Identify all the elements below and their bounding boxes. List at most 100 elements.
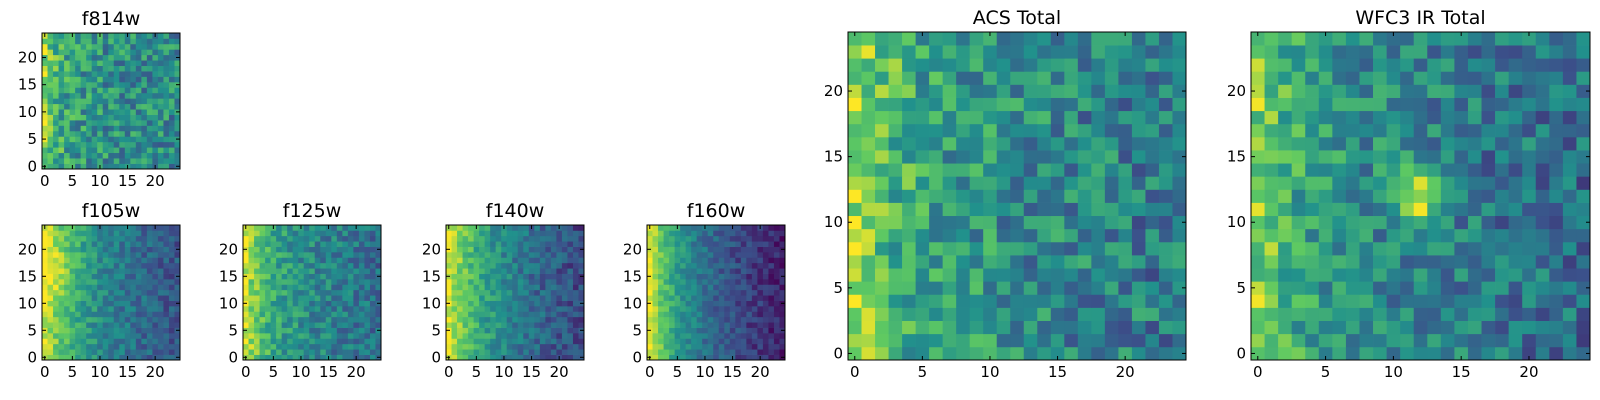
- heatmap-cell: [691, 316, 698, 323]
- heatmap-cell: [479, 268, 485, 274]
- heatmap-cell: [652, 235, 659, 242]
- heatmap-cell: [680, 295, 686, 301]
- heatmap-cell: [64, 141, 70, 148]
- heatmap-cell: [1305, 294, 1320, 308]
- heatmap-cell: [561, 273, 568, 280]
- heatmap-cell: [1158, 202, 1173, 217]
- heatmap-cell: [265, 333, 271, 339]
- heatmap-cell: [915, 215, 930, 230]
- heatmap-cell: [902, 189, 916, 203]
- heatmap-cell: [130, 289, 137, 296]
- heatmap-cell: [956, 346, 971, 361]
- heatmap-cell: [1118, 320, 1133, 335]
- heatmap-cell: [69, 141, 76, 148]
- heatmap-cell: [861, 307, 876, 321]
- heatmap-cell: [713, 284, 720, 291]
- heatmap-cell: [281, 295, 288, 301]
- heatmap-cell: [468, 327, 474, 334]
- heatmap-cell: [130, 235, 137, 242]
- heatmap-cell: [130, 114, 137, 121]
- heatmap-cell: [119, 343, 126, 350]
- heatmap-cell: [942, 45, 957, 59]
- heatmap-cell: [86, 262, 93, 269]
- heatmap-cell: [80, 130, 87, 137]
- heatmap-cell: [64, 295, 70, 301]
- heatmap-cell: [174, 141, 181, 148]
- heatmap-cell: [1413, 202, 1428, 217]
- heatmap-cell: [336, 268, 343, 274]
- heatmap-cell: [1400, 215, 1415, 230]
- heatmap-cell: [102, 33, 109, 39]
- heatmap-cell: [47, 225, 54, 231]
- heatmap-cell: [124, 349, 131, 355]
- heatmap-cell: [124, 103, 131, 110]
- heatmap-cell: [691, 252, 698, 258]
- heatmap-cell: [152, 141, 159, 148]
- heatmap-cell: [1562, 294, 1577, 308]
- heatmap-cell: [303, 257, 310, 264]
- heatmap-cell: [336, 252, 343, 258]
- heatmap-cell: [691, 311, 698, 318]
- heatmap-cell: [102, 103, 109, 110]
- heatmap-cell: [685, 306, 692, 312]
- heatmap-cell: [369, 300, 376, 307]
- heatmap-cell: [702, 338, 709, 345]
- heatmap-cell: [1131, 163, 1146, 177]
- heatmap-cell: [259, 354, 266, 361]
- heatmap-cell: [119, 81, 126, 88]
- heatmap-cell: [969, 346, 984, 361]
- heatmap-cell: [91, 333, 98, 339]
- heatmap-cell: [64, 43, 70, 50]
- heatmap-cell: [773, 316, 780, 323]
- heatmap-cell: [336, 273, 343, 280]
- heatmap-cell: [1467, 32, 1482, 46]
- heatmap-cell: [168, 268, 175, 274]
- heatmap-cell: [1010, 268, 1025, 282]
- heatmap-cell: [146, 76, 153, 83]
- heatmap-cell: [674, 306, 681, 312]
- heatmap-cell: [97, 338, 104, 345]
- heatmap-cell: [1064, 58, 1079, 72]
- heatmap-cell: [663, 284, 670, 291]
- heatmap-cell: [718, 349, 725, 355]
- heatmap-cell: [130, 163, 137, 170]
- heatmap-cell: [102, 158, 109, 164]
- heatmap-cell: [1454, 32, 1469, 46]
- heatmap-cell: [652, 316, 659, 323]
- heatmap-cell: [157, 54, 164, 61]
- heatmap-cell: [69, 152, 76, 159]
- heatmap-cell: [1454, 294, 1469, 308]
- heatmap-cell: [545, 338, 552, 345]
- heatmap-cell: [174, 333, 181, 339]
- heatmap-cell: [163, 54, 170, 61]
- heatmap-cell: [135, 327, 142, 334]
- heatmap-cell: [91, 163, 98, 170]
- heatmap-cell: [320, 284, 327, 291]
- heatmap-cell: [1291, 45, 1306, 59]
- heatmap-cell: [314, 246, 321, 253]
- heatmap-cell: [1359, 189, 1374, 203]
- heatmap-cell: [47, 252, 54, 258]
- heatmap-cell: [768, 349, 775, 355]
- heatmap-cell: [1104, 110, 1119, 125]
- axes-frame: [41, 32, 181, 170]
- heatmap-cell: [696, 230, 703, 237]
- heatmap-cell: [1522, 189, 1537, 203]
- heatmap-cell: [1454, 123, 1469, 138]
- x-tick-label: 5: [68, 363, 78, 381]
- heatmap-cell: [248, 268, 255, 274]
- heatmap-cell: [1050, 346, 1065, 361]
- heatmap-cell: [135, 311, 142, 318]
- heatmap-cell: [479, 289, 485, 296]
- heatmap-cell: [680, 322, 686, 328]
- heatmap-cell: [1427, 241, 1442, 256]
- heatmap-cell: [1413, 163, 1428, 177]
- heatmap-cell: [658, 252, 664, 258]
- heatmap-cell: [685, 354, 692, 361]
- heatmap-cell: [314, 306, 321, 312]
- heatmap-cell: [779, 252, 786, 258]
- heatmap-cell: [75, 92, 81, 99]
- heatmap-cell: [929, 320, 943, 335]
- heatmap-cell: [779, 257, 786, 264]
- heatmap-cell: [1481, 255, 1496, 269]
